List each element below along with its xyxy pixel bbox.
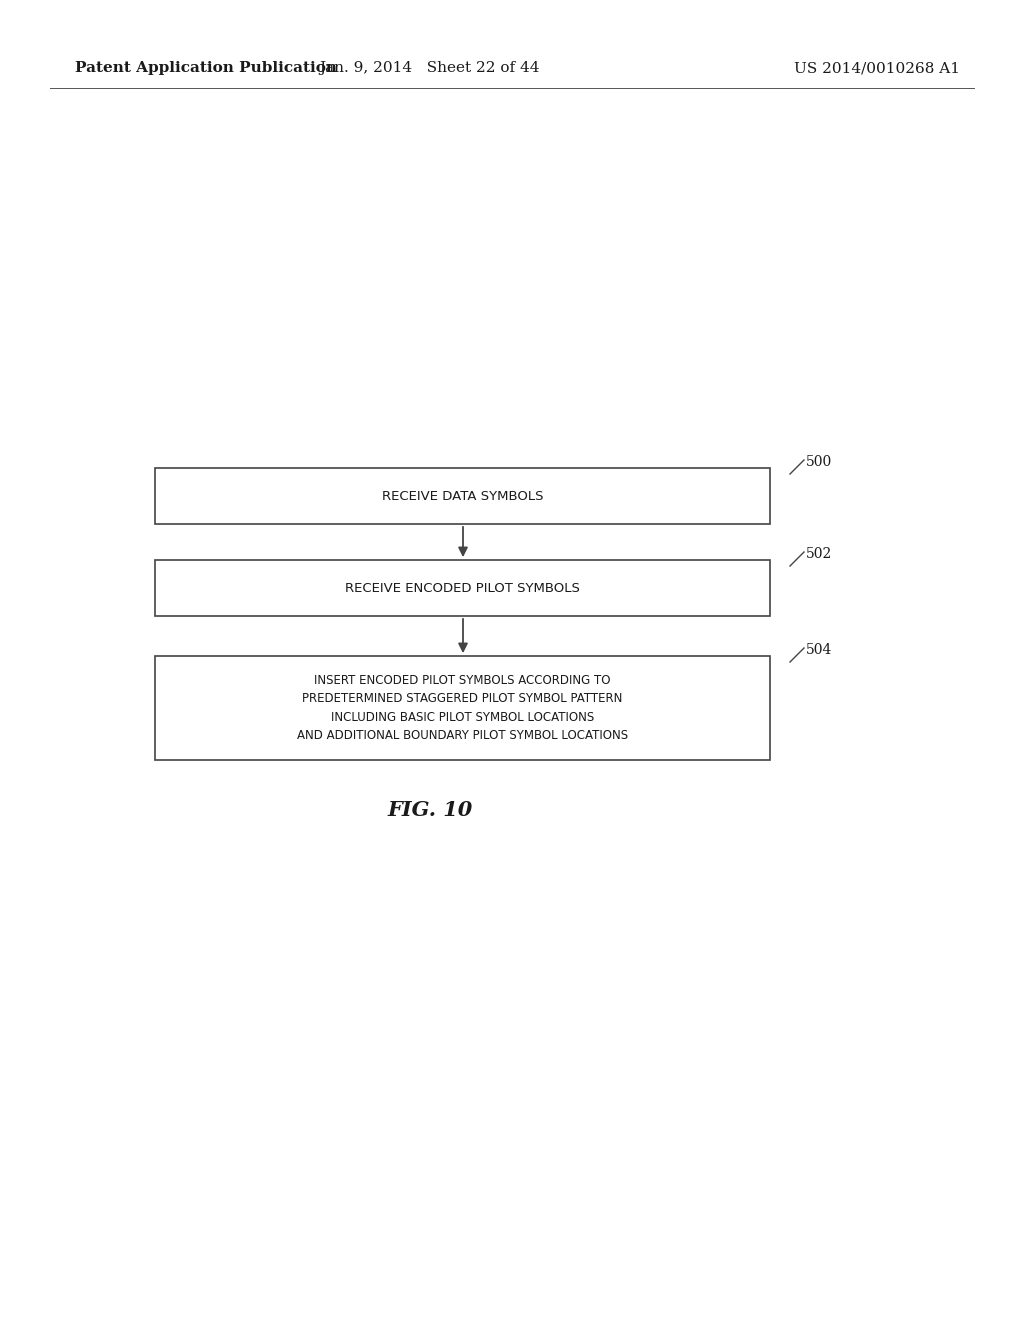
Bar: [155, 656, 770, 760]
Bar: [155, 560, 770, 616]
Bar: [155, 469, 770, 524]
Text: RECEIVE DATA SYMBOLS: RECEIVE DATA SYMBOLS: [382, 490, 544, 503]
Text: 504: 504: [806, 643, 833, 657]
Text: RECEIVE ENCODED PILOT SYMBOLS: RECEIVE ENCODED PILOT SYMBOLS: [345, 582, 580, 594]
Text: INSERT ENCODED PILOT SYMBOLS ACCORDING TO
PREDETERMINED STAGGERED PILOT SYMBOL P: INSERT ENCODED PILOT SYMBOLS ACCORDING T…: [297, 673, 628, 742]
Text: US 2014/0010268 A1: US 2014/0010268 A1: [794, 61, 961, 75]
Text: Patent Application Publication: Patent Application Publication: [75, 61, 337, 75]
Text: FIG. 10: FIG. 10: [387, 800, 473, 820]
Text: 500: 500: [806, 455, 833, 469]
Text: 502: 502: [806, 546, 833, 561]
Text: Jan. 9, 2014   Sheet 22 of 44: Jan. 9, 2014 Sheet 22 of 44: [319, 61, 541, 75]
